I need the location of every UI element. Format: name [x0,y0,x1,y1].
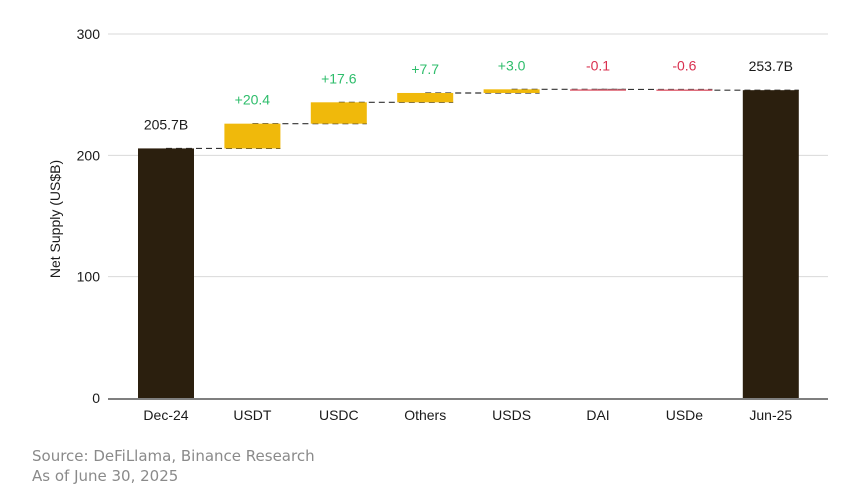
bar-usds [483,89,540,93]
waterfall-chart: 0 100 200 300 Net Supply (US$B) 205.7B +20.4… [47,26,828,423]
bar-label-usds: +3.0 [498,57,526,73]
bar-label-dec-24: 205.7B [144,116,188,132]
source-note: Source: DeFiLlama, Binance Research As o… [32,446,315,486]
as-of-date: As of June 30, 2025 [32,467,179,485]
bar-value-labels: 205.7B +20.4 +17.6 +7.7 +3.0 -0.1 -0.6 253.7B [144,57,793,132]
bar-dec-24 [138,148,194,398]
bar-label-dai: -0.1 [586,57,610,73]
bar-jun-25 [742,90,799,398]
bar-label-usdc: +17.6 [321,70,357,86]
x-tick-label-usde: USDe [666,407,704,423]
x-tick-label-dec-24: Dec-24 [143,407,188,423]
bar-dai [570,89,626,91]
y-axis-label: Net Supply (US$B) [47,160,63,278]
source-text: Source: DeFiLlama, Binance Research [32,447,315,465]
x-tick-label-dai: DAI [586,407,609,423]
bar-usdc [310,102,367,124]
x-tick-label-usds: USDS [492,407,531,423]
x-axis-tick-labels: Dec-24 USDT USDC Others USDS DAI USDe Jun-25 [143,407,792,423]
y-tick-label-100: 100 [77,269,101,285]
grid-lines [108,33,828,278]
y-tick-label-300: 300 [77,26,101,42]
bar-others [397,92,454,103]
y-tick-label-200: 200 [77,147,101,163]
bar-usdt [224,123,281,149]
x-tick-label-others: Others [404,407,446,423]
x-tick-label-usdc: USDC [319,407,359,423]
bar-label-usdt: +20.4 [235,92,271,108]
bar-usde [656,89,713,91]
bar-label-others: +7.7 [411,61,439,77]
y-tick-label-0: 0 [92,390,100,406]
y-axis-ticks: 0 100 200 300 [77,26,101,406]
bar-label-jun-25: 253.7B [749,58,793,74]
x-tick-label-usdt: USDT [233,407,272,423]
bars [138,89,799,398]
bar-label-usde: -0.6 [672,57,696,73]
x-tick-label-jun-25: Jun-25 [749,407,792,423]
